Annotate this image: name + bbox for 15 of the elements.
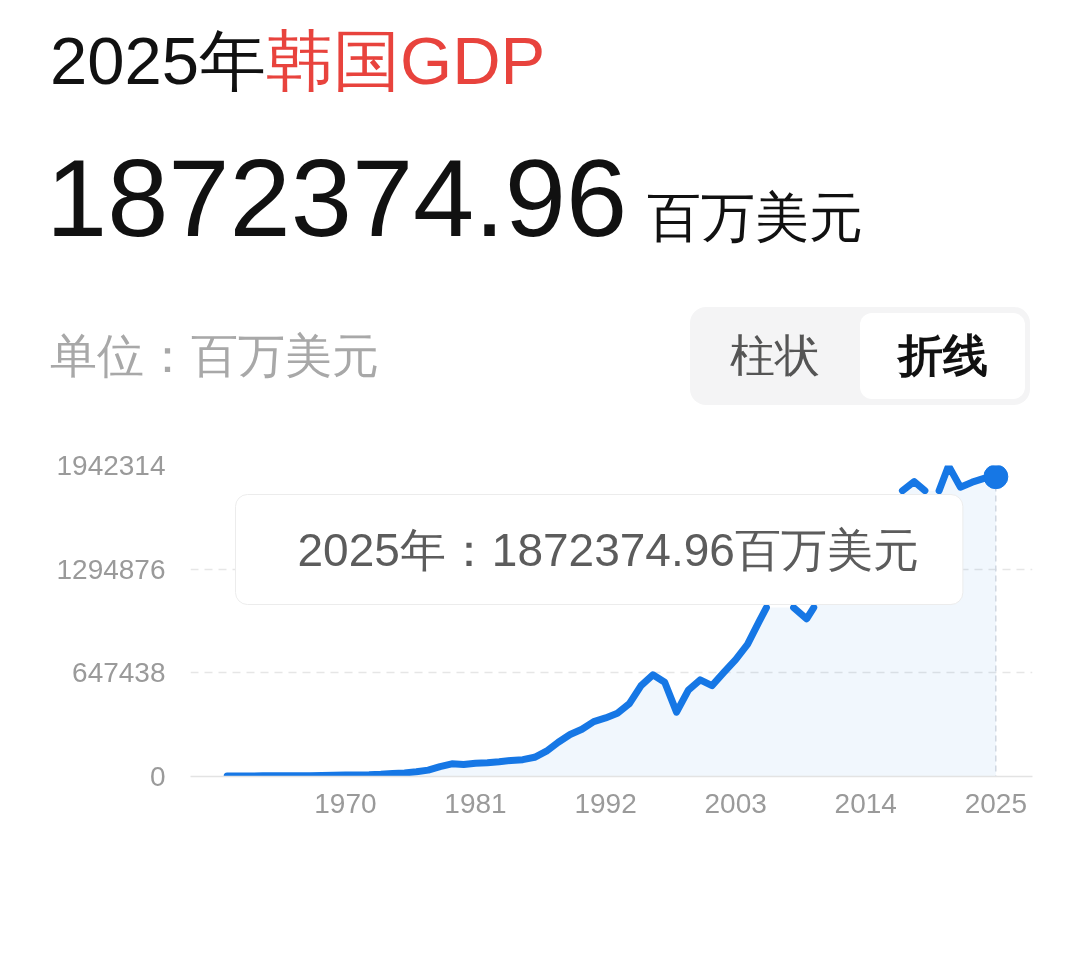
x-tick-label: 1992 [574, 787, 637, 819]
x-tick-label: 1970 [314, 787, 377, 819]
x-tick-label: 1981 [444, 787, 507, 819]
y-axis-title: 单位：百万美元 [50, 328, 379, 384]
text: 折线 [860, 313, 1025, 399]
chart-title: 2025年韩国GDP [50, 23, 546, 98]
y-tick-label: 0 [149, 761, 166, 792]
text: 柱状 [729, 328, 821, 383]
y-tick-label: 1294876 [56, 553, 166, 585]
y-tick-label: 1942314 [56, 450, 166, 481]
annotation: 2025年：1872374.96百万美元 [297, 523, 919, 576]
x-tick-label: 2003 [704, 787, 767, 819]
x-tick-label: 2025 [964, 787, 1027, 819]
x-tick-label: 2014 [834, 787, 897, 819]
y-tick-label: 647438 [72, 657, 166, 689]
